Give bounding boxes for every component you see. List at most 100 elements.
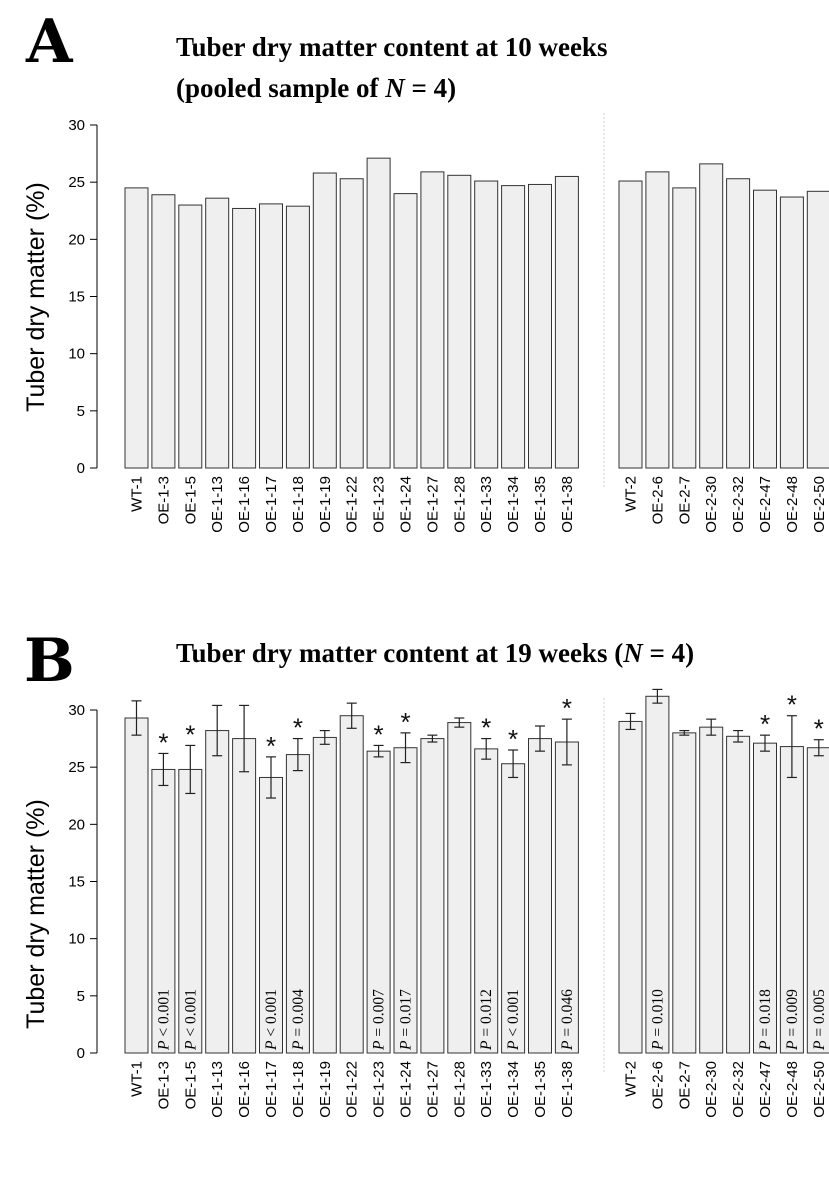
panel-a-x-tick-label: OE-1-27 [424, 476, 441, 533]
panel-b-p-value: P = 0.007 [371, 989, 388, 1051]
panel-b-ytick-label: 20 [68, 816, 85, 833]
panel-a-bar [151, 194, 176, 469]
panel-b-significance-star: * [787, 690, 797, 720]
panel-a-ytick-label: 20 [68, 231, 85, 248]
panel-b-significance-star: * [562, 693, 572, 723]
panel-b-x-tick-label: OE-1-24 [398, 1061, 415, 1118]
panel-b-p-text: = 0.009 [784, 989, 801, 1041]
panel-b-p-value: P = 0.009 [784, 989, 801, 1051]
panel-b-x-tick-label: OE-1-38 [559, 1061, 576, 1118]
panel-a-title-italic: N [384, 73, 406, 103]
panel-b-x-tick-label: OE-1-33 [478, 1061, 495, 1118]
panel-b-letter: B [24, 626, 75, 696]
panel-a-x-tick-label: OE-1-24 [398, 476, 415, 533]
panel-b-x-tick-label: OE-1-19 [317, 1061, 334, 1118]
panel-b-p-symbol: P [811, 1040, 828, 1051]
panel-a-x-tick-label: OE-2-30 [703, 476, 720, 533]
panel-a-x-tick-label: OE-2-7 [676, 476, 693, 524]
panel-b-p-value: P = 0.004 [290, 989, 307, 1051]
panel-b-p-text: = 0.046 [559, 989, 576, 1041]
panel-a-bar [645, 171, 670, 469]
panel-b-ylabel: Tuber dry matter (%) [22, 799, 50, 1029]
panel-a-bar [366, 157, 391, 469]
panel-a-title-line1: Tuber dry matter content at 10 weeks [176, 32, 607, 62]
panel-a-bar [285, 205, 310, 469]
panel-b-significance-star: * [400, 707, 410, 737]
panel-a-bar [726, 178, 751, 469]
panel-a-x-tick-label: OE-1-17 [263, 476, 280, 533]
panel-a-bar [501, 185, 526, 469]
panel-a-x-tick-label: OE-1-38 [559, 476, 576, 533]
panel-a-x-tick-label: OE-2-32 [730, 476, 747, 533]
panel-b-ytick-label: 15 [68, 874, 85, 891]
panel-a-x-tick-label: OE-1-33 [478, 476, 495, 533]
panel-b-x-tick-label: OE-2-6 [649, 1061, 666, 1109]
panel-b-bar [447, 722, 472, 1054]
panel-a-bar [205, 197, 230, 469]
panel-b-x-tick-label: OE-1-34 [505, 1061, 522, 1118]
panel-b-bar [339, 715, 364, 1054]
panel-b-p-value: P < 0.001 [505, 989, 522, 1051]
panel-a-x-tick-label: WT-1 [129, 476, 146, 512]
panel-a-bar [312, 172, 337, 469]
panel-a-x-tick-label: OE-1-23 [371, 476, 388, 533]
panel-b-significance-star: * [158, 727, 168, 757]
panel-b-significance-star: * [293, 713, 303, 743]
panel-b-bar [528, 738, 552, 1054]
panel-a-x-tick-label: OE-1-35 [532, 476, 549, 533]
panel-b-title-suffix: = 4) [643, 638, 694, 668]
panel-b-significance-star: * [508, 724, 518, 754]
panel-a-bar [554, 175, 579, 469]
panel-b-x-tick-label: OE-1-16 [236, 1061, 253, 1118]
panel-a-x-tick-label: OE-1-13 [209, 476, 226, 533]
panel-b-p-text: = 0.004 [290, 989, 307, 1041]
panel-b-p-value: P = 0.012 [478, 989, 495, 1051]
panel-b-p-text: = 0.005 [811, 989, 828, 1041]
panel-a-x-tick-label: OE-1-19 [317, 476, 334, 533]
panel-b-p-value: P < 0.001 [263, 989, 280, 1051]
panel-b-x-tick-label: OE-1-22 [344, 1061, 361, 1118]
panel-b-p-value: P < 0.001 [155, 989, 172, 1051]
panel-b-x-tick-label: OE-2-47 [757, 1061, 774, 1118]
panel-b-ytick-label: 25 [68, 759, 85, 776]
panel-b-p-symbol: P [559, 1040, 576, 1051]
panel-b-p-symbol: P [155, 1040, 172, 1051]
panel-a-ytick-label: 15 [68, 289, 85, 306]
panel-b-x-tick-label: OE-1-13 [209, 1061, 226, 1118]
panel-a-bar [447, 174, 472, 469]
panel-b-p-text: = 0.010 [649, 989, 666, 1041]
panel-b-x-tick-label: OE-2-7 [676, 1061, 693, 1109]
panel-b-bar [232, 738, 257, 1054]
panel-b-p-text: < 0.001 [155, 989, 172, 1040]
panel-b-x-tick-label: OE-1-23 [371, 1061, 388, 1118]
panel-b-bar [420, 738, 445, 1054]
panel-a-bar [618, 180, 643, 469]
panel-a-bar [420, 171, 445, 469]
panel-b-x-tick-label: OE-2-32 [730, 1061, 747, 1118]
panel-b-title: Tuber dry matter content at 19 weeks (N … [176, 638, 694, 668]
panel-a-ytick-label: 0 [77, 460, 85, 477]
panel-a-plot: 0 5 10 15 20 25 30 WT-1 OE-1-3 OE-1-5 OE-1-13 OE-1-… [68, 113, 829, 533]
panel-b-significance-star: * [185, 719, 195, 749]
panel-b-ytick-label: 30 [68, 702, 85, 719]
panel-b-p-text: = 0.018 [757, 989, 774, 1041]
panel-b-significance-star: * [481, 713, 491, 743]
panel-b-p-text: = 0.012 [478, 989, 495, 1040]
panel-b-bar [699, 726, 724, 1054]
panel-a-bar [232, 207, 257, 469]
panel-b-x-tick-label: OE-1-35 [532, 1061, 549, 1118]
panel-b-p-text: = 0.007 [371, 989, 388, 1041]
panel-b-ytick-label: 10 [68, 931, 85, 948]
panel-a-title-prefix: (pooled sample of [176, 73, 385, 103]
panel-a-title-line2: (pooled sample of N = 4) [176, 73, 456, 103]
panel-b-p-value: P = 0.017 [398, 989, 415, 1051]
panel-a-bar [393, 193, 418, 469]
panel-a-bar [779, 196, 804, 469]
panel-a-ytick-label: 25 [68, 174, 85, 191]
panel-a-x-tick-label: OE-1-28 [451, 476, 468, 533]
panel-b-bar [312, 736, 337, 1054]
panel-a-x-tick-label: OE-1-16 [236, 476, 253, 533]
panel-b-significance-star: * [266, 731, 276, 761]
panel-b-significance-star: * [374, 719, 384, 749]
